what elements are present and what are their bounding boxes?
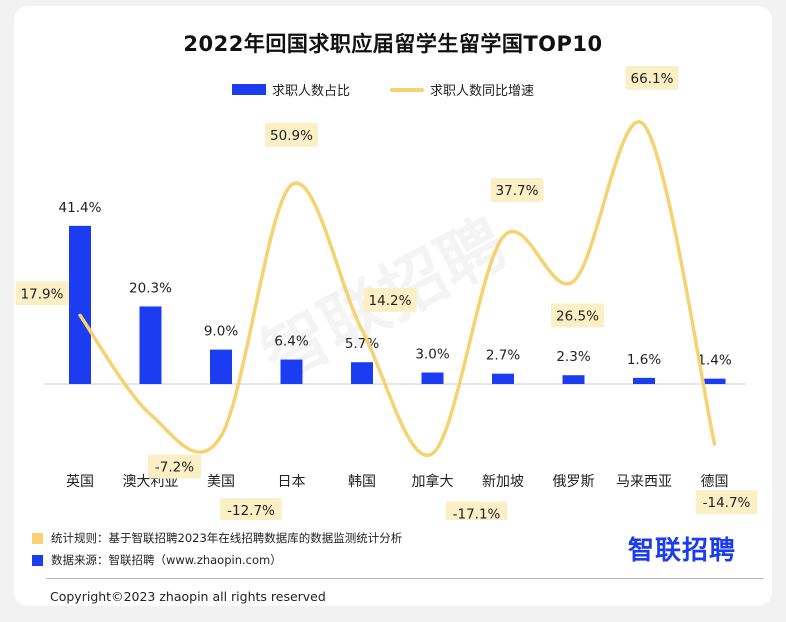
bar-label-4: 6.4% xyxy=(274,334,308,350)
bar-label-5: 5.7% xyxy=(345,336,379,352)
category-label-6: 加拿大 xyxy=(412,473,454,490)
category-label-8: 俄罗斯 xyxy=(553,474,595,490)
growth-label-bg-8 xyxy=(551,303,604,328)
footer-rule: 统计规则：基于智联招聘2023年在线招聘数据库的数据监测统计分析 xyxy=(32,530,402,546)
bar-label-3: 9.0% xyxy=(204,324,238,340)
growth-label-1: 17.9% xyxy=(21,286,64,302)
bar-label-7: 2.7% xyxy=(486,348,520,364)
category-label-7: 新加坡 xyxy=(482,474,524,490)
category-label-9: 马来西亚 xyxy=(616,474,672,490)
bar-7 xyxy=(492,373,514,384)
growth-label-3: -12.7% xyxy=(227,503,275,519)
growth-label-bg-4 xyxy=(265,122,318,147)
bar-4 xyxy=(280,359,303,384)
growth-label-5: 14.2% xyxy=(369,293,412,309)
bar-label-8: 2.3% xyxy=(556,349,590,365)
growth-label-bg-6 xyxy=(445,501,508,520)
growth-label-2: -7.2% xyxy=(155,459,194,475)
growth-label-bg-1 xyxy=(15,281,69,306)
bar-label-10: 1.4% xyxy=(697,353,731,369)
bar-5 xyxy=(351,362,373,384)
legend-label-share: 求职人数占比 xyxy=(272,84,351,99)
legend-item-growth: 求职人数同比增速 xyxy=(390,80,534,99)
legend-line-swatch xyxy=(390,87,424,92)
category-label-10: 德国 xyxy=(701,474,729,490)
footer-source-text: 数据来源：智联招聘（www.zhaopin.com） xyxy=(51,553,282,567)
growth-label-bg-7 xyxy=(490,178,544,203)
growth-label-4: 50.9% xyxy=(270,128,313,144)
growth-label-10: -14.7% xyxy=(703,495,751,511)
growth-label-bg-2 xyxy=(148,454,201,479)
zhaopin-logo: 智联招聘 xyxy=(628,536,737,566)
bar-label-6: 3.0% xyxy=(415,347,449,363)
footer-source: 数据来源：智联招聘（www.zhaopin.com） xyxy=(32,552,282,568)
footer-rule-text: 统计规则：基于智联招聘2023年在线招聘数据库的数据监测统计分析 xyxy=(51,531,403,545)
bar-6 xyxy=(421,372,444,384)
bar-2 xyxy=(139,306,162,384)
category-label-1: 英国 xyxy=(66,473,94,490)
growth-label-7: 37.7% xyxy=(496,183,539,199)
growth-label-6: -17.1% xyxy=(453,507,501,520)
growth-label-bg-9 xyxy=(625,65,679,90)
bar-9 xyxy=(633,377,655,384)
chart-title: 2022年回国求职应届留学生留学国TOP10 xyxy=(183,32,603,56)
growth-label-9: 66.1% xyxy=(631,71,674,87)
copyright-text: Copyright©2023 zhaopin all rights reserv… xyxy=(50,589,326,604)
bar-1 xyxy=(69,225,91,384)
category-label-4: 日本 xyxy=(278,474,306,490)
bar-label-2: 20.3% xyxy=(129,280,172,296)
category-label-3: 美国 xyxy=(207,474,235,490)
legend-label-growth: 求职人数同比增速 xyxy=(430,84,535,99)
bar-label-9: 1.6% xyxy=(627,352,661,368)
legend-item-share: 求职人数占比 xyxy=(232,80,350,99)
growth-label-8: 26.5% xyxy=(556,308,599,324)
category-label-5: 韩国 xyxy=(348,474,376,490)
bar-3 xyxy=(210,349,232,384)
growth-label-bg-5 xyxy=(363,287,417,312)
growth-label-bg-10 xyxy=(695,490,758,515)
source-swatch xyxy=(32,554,43,566)
bar-label-1: 41.4% xyxy=(59,200,102,216)
legend-bar-swatch xyxy=(232,84,266,95)
rule-swatch xyxy=(32,532,43,544)
footer-divider xyxy=(46,578,764,579)
legend: 求职人数占比 求职人数同比增速 xyxy=(0,80,786,100)
growth-line xyxy=(78,120,717,457)
bar-10 xyxy=(703,378,726,384)
bar-8 xyxy=(562,375,585,384)
growth-label-bg-3 xyxy=(220,498,282,520)
